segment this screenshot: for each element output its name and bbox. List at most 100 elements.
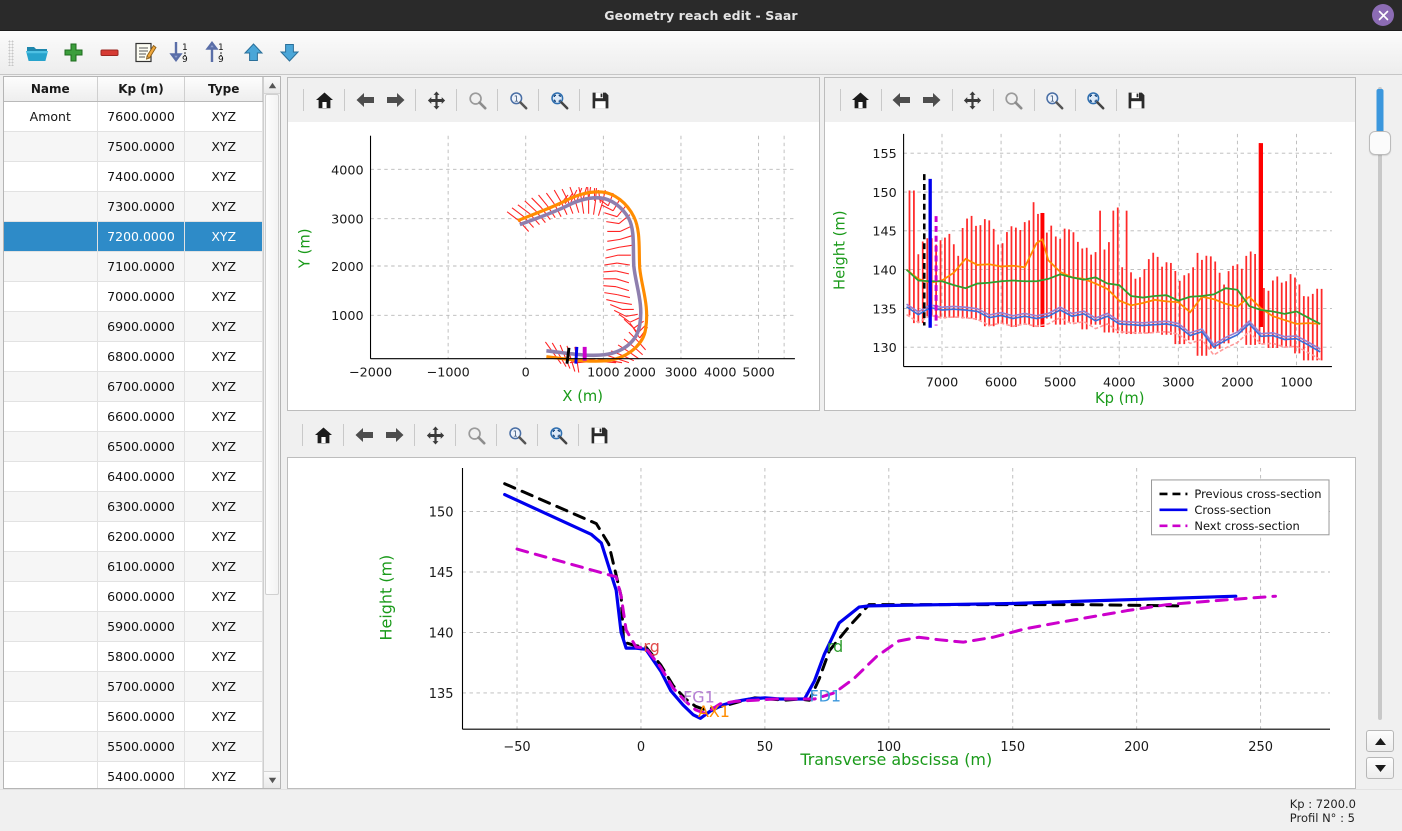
table-row[interactable]: 6700.0000 XYZ [4,371,263,402]
column-header-name[interactable]: Name [4,77,98,102]
cell-kp[interactable]: 6400.0000 [97,461,186,492]
remove-icon[interactable] [92,36,126,70]
cell-type[interactable]: XYZ [184,251,263,282]
cell-kp[interactable]: 7500.0000 [97,131,186,162]
back-arrow-icon[interactable] [350,85,380,115]
column-header-kp[interactable]: Kp (m) [97,77,186,102]
cell-kp[interactable]: 6100.0000 [97,551,186,582]
subplots-icon[interactable]: 1 [502,420,532,450]
cell-type[interactable]: XYZ [184,401,263,432]
scrollbar-thumb[interactable] [265,94,279,595]
plan-view-plot[interactable]: −2000 −1000 0 1000 2000 3000 4000 5000 1000 2… [288,122,819,410]
pan-icon[interactable] [421,85,451,115]
cell-type[interactable]: XYZ [184,581,263,612]
cell-type[interactable]: XYZ [184,461,263,492]
forward-arrow-icon[interactable] [379,420,409,450]
table-row[interactable]: 6600.0000 XYZ [4,401,263,432]
sort-ascending-icon[interactable]: 1 9 [200,36,234,70]
geometry-table-scroll[interactable]: Name Kp (m) Type Amont 7600.0000 XYZ 7500.0… [4,77,263,788]
cell-name[interactable] [4,371,98,402]
add-icon[interactable] [56,36,90,70]
cell-name[interactable] [4,251,98,282]
cell-kp[interactable]: 5800.0000 [97,641,186,672]
zoom-icon[interactable] [461,420,491,450]
scroll-up-arrow-icon[interactable] [264,77,280,94]
subplots-icon[interactable]: 1 [503,85,533,115]
table-row[interactable]: 7200.0000 XYZ [4,221,263,252]
cell-type[interactable]: XYZ [184,311,263,342]
cell-kp[interactable]: 6000.0000 [97,581,186,612]
cell-name[interactable] [4,611,98,642]
cell-type[interactable]: XYZ [184,161,263,192]
save-icon[interactable] [585,85,615,115]
cell-type[interactable]: XYZ [184,491,263,522]
zoom-icon[interactable] [999,85,1029,115]
table-row[interactable]: 6900.0000 XYZ [4,311,263,342]
step-down-button[interactable] [1366,757,1394,779]
cell-type[interactable]: XYZ [184,191,263,222]
subplots-icon[interactable]: 1 [1040,85,1070,115]
cell-type[interactable]: XYZ [184,281,263,312]
toolbar-grip[interactable] [8,39,14,66]
cross-section-plot[interactable]: rg FG1 AX1 FD1 rd −50 0 50 100 150 200 250 135 140 1… [287,457,1356,789]
table-row[interactable]: 6200.0000 XYZ [4,521,263,552]
cell-name[interactable] [4,191,98,222]
table-row[interactable]: 6000.0000 XYZ [4,581,263,612]
table-row[interactable]: 7000.0000 XYZ [4,281,263,312]
table-row[interactable]: Amont 7600.0000 XYZ [4,101,263,132]
cell-kp[interactable]: 7600.0000 [97,101,186,132]
cell-kp[interactable]: 7000.0000 [97,281,186,312]
cell-name[interactable]: Amont [4,101,98,132]
cell-name[interactable] [4,521,98,552]
cell-name[interactable] [4,671,98,702]
cell-name[interactable] [4,161,98,192]
cell-kp[interactable]: 5400.0000 [97,761,186,788]
cell-type[interactable]: XYZ [184,221,263,252]
cell-name[interactable] [4,431,98,462]
table-row[interactable]: 6400.0000 XYZ [4,461,263,492]
forward-arrow-icon[interactable] [917,85,947,115]
cell-name[interactable] [4,491,98,522]
cell-name[interactable] [4,341,98,372]
cell-type[interactable]: XYZ [184,521,263,552]
table-row[interactable]: 7400.0000 XYZ [4,161,263,192]
cell-type[interactable]: XYZ [184,551,263,582]
cell-kp[interactable]: 6700.0000 [97,371,186,402]
cell-kp[interactable]: 6600.0000 [97,401,186,432]
cell-name[interactable] [4,401,98,432]
cell-kp[interactable]: 5600.0000 [97,701,186,732]
table-row[interactable]: 6500.0000 XYZ [4,431,263,462]
cell-type[interactable]: XYZ [184,341,263,372]
close-icon[interactable] [1372,4,1394,26]
cell-kp[interactable]: 6800.0000 [97,341,186,372]
table-row[interactable]: 5800.0000 XYZ [4,641,263,672]
cell-type[interactable]: XYZ [184,431,263,462]
cell-type[interactable]: XYZ [184,701,263,732]
cell-type[interactable]: XYZ [184,101,263,132]
table-row[interactable]: 6300.0000 XYZ [4,491,263,522]
save-icon[interactable] [1122,85,1152,115]
cell-name[interactable] [4,131,98,162]
move-up-icon[interactable] [236,36,270,70]
profile-slider[interactable] [1369,87,1391,720]
cell-kp[interactable]: 7300.0000 [97,191,186,222]
cell-type[interactable]: XYZ [184,371,263,402]
zoom-rect-icon[interactable] [544,85,574,115]
column-header-type[interactable]: Type [184,77,263,102]
home-icon[interactable] [308,420,338,450]
cell-kp[interactable]: 6900.0000 [97,311,186,342]
home-icon[interactable] [846,85,876,115]
step-up-button[interactable] [1366,730,1394,752]
move-down-icon[interactable] [272,36,306,70]
table-row[interactable]: 5700.0000 XYZ [4,671,263,702]
cell-kp[interactable]: 6300.0000 [97,491,186,522]
sort-descending-icon[interactable]: 1 9 [164,36,198,70]
cell-kp[interactable]: 7100.0000 [97,251,186,282]
cell-name[interactable] [4,581,98,612]
table-row[interactable]: 7300.0000 XYZ [4,191,263,222]
cell-type[interactable]: XYZ [184,731,263,762]
back-arrow-icon[interactable] [887,85,917,115]
save-icon[interactable] [584,420,614,450]
table-row[interactable]: 7100.0000 XYZ [4,251,263,282]
cell-kp[interactable]: 7400.0000 [97,161,186,192]
